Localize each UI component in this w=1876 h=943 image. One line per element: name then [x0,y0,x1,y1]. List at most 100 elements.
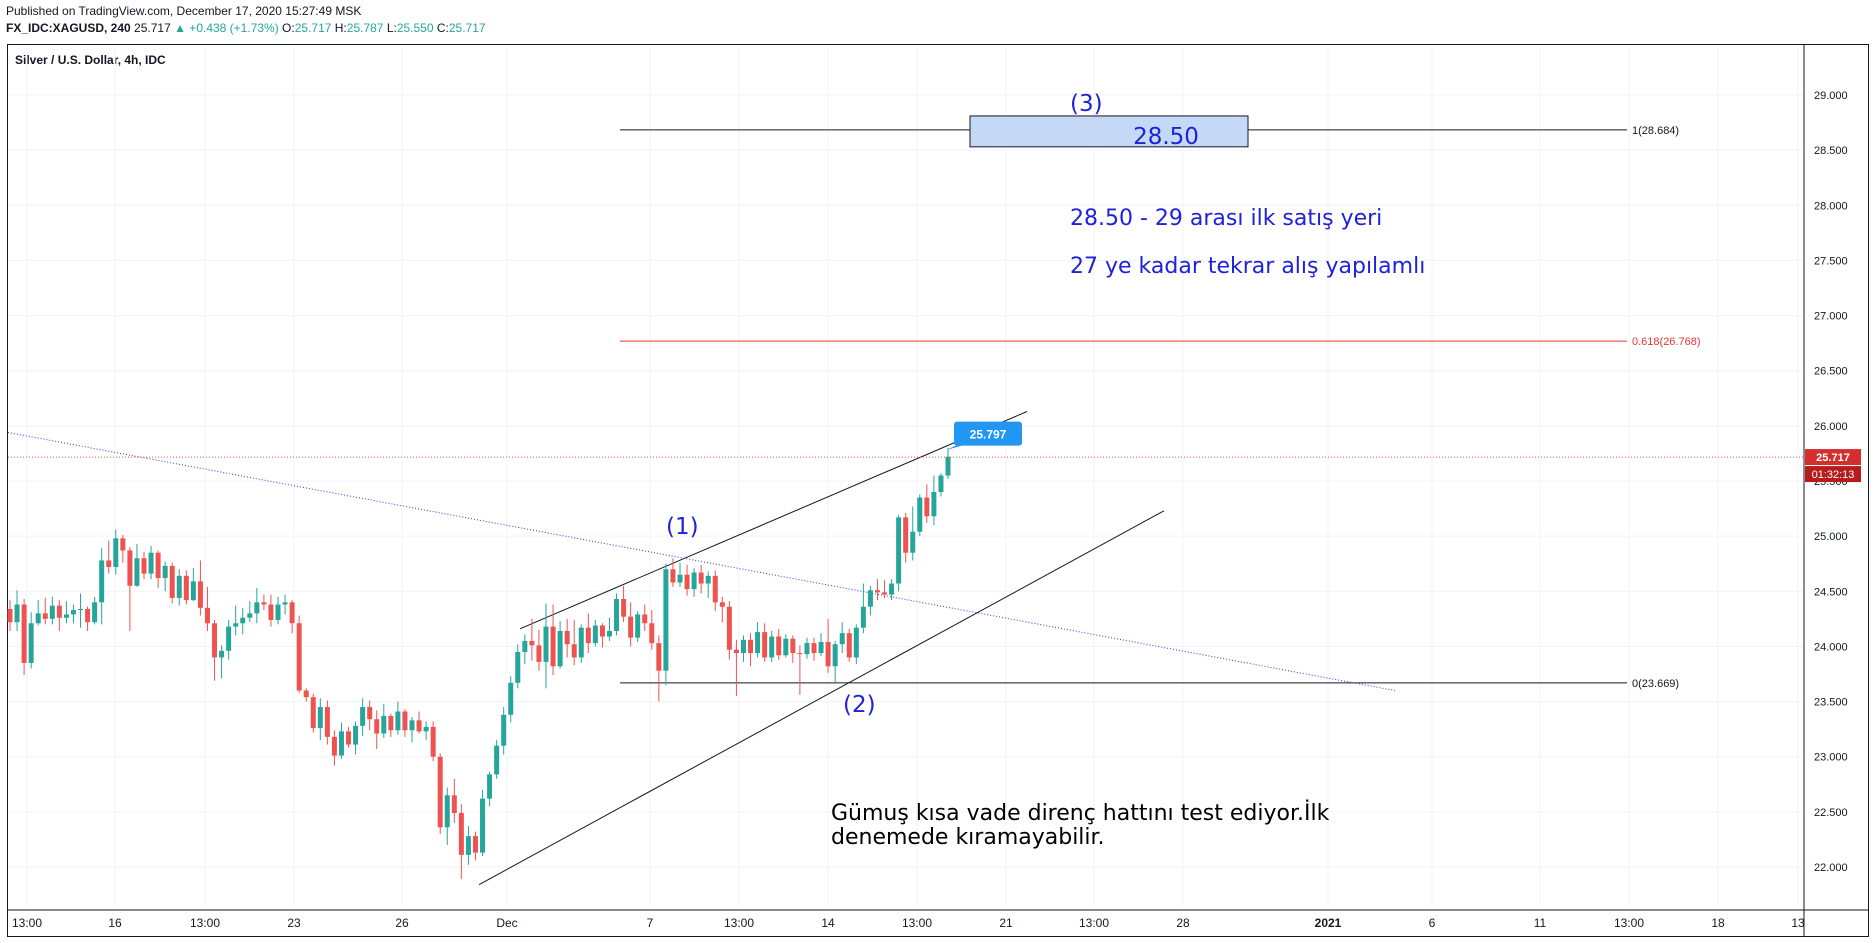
candle-body [162,565,168,579]
candle-body [599,625,605,637]
candle-body [874,590,880,593]
candle-body [282,602,288,605]
candle-body [226,626,232,651]
x-tick-label: 13:00 [724,916,754,930]
candle-body [465,836,471,855]
candle-body [903,517,909,553]
candle-body [169,565,175,598]
y-tick-label: 22.500 [1814,807,1848,819]
x-tick-label: 21 [999,916,1013,930]
callout-box [954,421,1022,446]
candle-body [402,711,408,731]
price-axis-tag [1805,449,1861,466]
candle-body [85,608,91,623]
candle-body [606,630,612,637]
candle-body [790,638,796,654]
y-tick-label: 22.000 [1814,862,1848,874]
candle-body [712,575,718,603]
y-tick-label: 24.000 [1814,641,1848,653]
candle-body [106,560,112,568]
x-tick-label: 13:00 [902,916,932,930]
candle-body [14,604,20,623]
callout-label: 25.797 [970,428,1007,442]
candle-body [303,690,309,698]
candle-body [536,645,542,662]
candle-body [755,632,761,654]
candle-body [635,614,641,638]
candle-body [134,558,140,586]
price-change: ▲ +0.438 (+1.73%) [174,21,279,35]
chart-title: Silver / U.S. Dollar, 4h, IDC [15,53,166,67]
price-axis-tag-label: 25.717 [1816,452,1850,464]
candle-body [938,475,944,493]
candle-body [353,725,359,745]
candle-body [247,613,253,618]
comment-line-2: denemede kıramayabilir. [831,825,1105,850]
candle-body [691,572,697,590]
candle-body [338,731,344,756]
last-price: 25.717 [134,21,171,35]
fib-level-label: 0.618(26.768) [1632,336,1701,348]
high-value: 25.787 [346,21,384,35]
candle-body [49,605,55,619]
candle-body [113,538,119,568]
candle-body [762,632,768,658]
candle-body [183,575,189,601]
y-tick-label: 27.000 [1814,311,1848,323]
candle-body [726,606,732,650]
candle-body [769,636,775,658]
candle-body [889,583,895,595]
candle-body [240,617,246,624]
symbol-label: FX_IDC:XAGUSD, 240 [6,21,131,35]
candle-body [860,606,866,628]
candle-body [275,604,281,620]
x-tick-label: 13:00 [190,916,220,930]
x-tick-label: 13:00 [1079,916,1109,930]
candle-body [388,715,394,731]
candle-body [656,643,662,671]
candle-body [642,614,648,624]
candle-body [740,639,746,654]
candle-body [896,517,902,584]
chart-frame [7,44,1869,937]
target-box-label: 28.50 [1133,124,1199,150]
candle-body [219,650,225,658]
candle-body [56,605,62,618]
candle-body [515,651,521,683]
candle-body [310,697,316,729]
wave-label-3: (3) [1070,91,1103,117]
high-label: H: [334,21,347,35]
candle-body [409,720,415,731]
x-tick-label: 26 [395,916,409,930]
x-tick-label: 14 [821,916,835,930]
y-tick-label: 28.000 [1814,200,1848,212]
candle-body [141,558,147,574]
candle-body [529,640,535,646]
candle-body [853,627,859,658]
low-label: L: [386,21,397,35]
candle-body [670,569,676,583]
candle-body [811,643,817,654]
close-value: 25.717 [448,21,486,35]
candle-body [846,633,852,658]
rebuy-note: 27 ye kadar tekrar alış yapılamlı [1070,254,1426,279]
candle-body [480,798,486,853]
fib-level-label: 1(28.684) [1632,125,1679,137]
candle-body [28,623,34,663]
target-box [969,115,1249,148]
candle-body [395,711,401,731]
wave-label-1: (1) [666,514,699,540]
candle-body [42,613,48,619]
candle-body [437,756,443,828]
y-tick-label: 24.500 [1814,586,1848,598]
candle-body [317,707,323,729]
comment-line-1: Gümuş kısa vade direnç hattını test ediy… [831,801,1330,826]
fib-level-label: 0(23.669) [1632,678,1679,690]
candle-body [776,636,782,656]
comment-note: Gümuş kısa vade direnç hattını test ediy… [831,802,1329,850]
candle-body [35,613,41,624]
candle-body [7,608,13,623]
x-tick-label: 16 [108,916,122,930]
candle-body [508,682,514,715]
